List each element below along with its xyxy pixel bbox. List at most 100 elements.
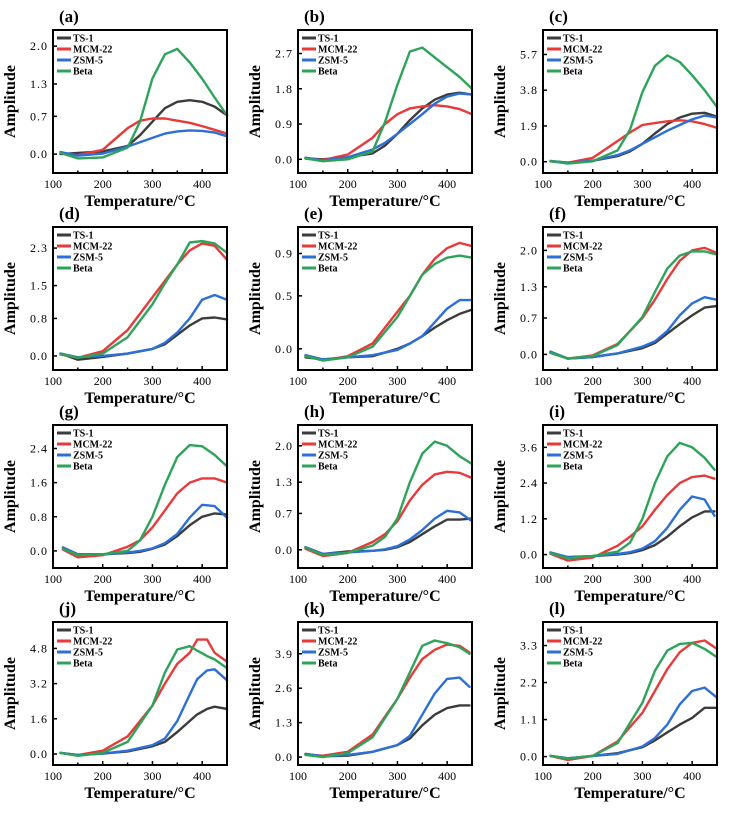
y-tick-label: 2.3 [30,241,48,255]
series-line-beta [61,443,229,557]
x-tick-label: 400 [438,177,456,191]
series-line-zsm-5 [304,676,471,758]
legend-label: MCM-22 [318,440,357,451]
chart-panel: (a) 100 200 300 400 0.0 0.7 1.3 2.0 Temperature/°… [2,7,229,210]
series-line-mcm-22 [59,117,229,157]
chart-panel: (i) 100 200 300 400 0.0 1.2 2.4 3.6 Temperature/°… [492,402,718,605]
x-tick-label: 200 [94,374,112,388]
x-tick-label: 300 [388,374,406,388]
x-tick-label: 400 [438,374,456,388]
series-line-beta [59,47,229,160]
panel-label: (k) [304,599,325,618]
x-tick-label: 300 [388,177,406,191]
y-tick-label: 0.0 [520,750,538,764]
plot-frame [297,226,473,371]
legend-label: Beta [318,462,337,473]
x-tick-label: 300 [143,769,161,783]
x-tick-label: 100 [44,177,62,191]
legend-label: TS-1 [73,626,94,637]
y-tick-label: 1.3 [275,716,293,730]
y-tick-label: 2.4 [520,476,538,490]
x-tick-label: 200 [94,572,112,586]
y-tick-label: 0.0 [30,349,48,363]
x-tick-label: 300 [143,374,161,388]
plot-frame [542,226,718,371]
x-tick-label: 200 [584,177,602,191]
chart-panel: (g) 100 200 300 400 0.0 0.8 1.6 2.4 Temperature/°… [2,402,229,605]
x-tick-label: 400 [193,177,211,191]
x-axis-title: Temperature/°C [574,390,685,407]
x-tick-label: 400 [193,572,211,586]
y-axis-title: Amplitude [247,65,264,138]
x-tick-label: 200 [339,374,357,388]
panel-label: (i) [549,402,565,421]
plot-frame [297,424,473,569]
x-axis-title: Temperature/°C [329,588,440,605]
legend-label: MCM-22 [563,242,602,253]
x-tick-label: 400 [683,769,701,783]
legend-label: Beta [318,264,337,275]
y-tick-label: 0.7 [275,506,293,520]
y-tick-label: 3.3 [520,639,538,653]
x-tick-label: 300 [633,572,651,586]
x-tick-label: 300 [143,572,161,586]
y-axis-title: Amplitude [2,657,19,730]
x-axis-title: Temperature/°C [329,193,440,210]
legend-label: MCM-22 [318,45,357,56]
y-tick-label: 0.8 [30,510,48,524]
legend-label: Beta [73,67,92,78]
legend-label: ZSM-5 [318,253,348,264]
panel-label: (c) [549,7,568,26]
y-axis-title: Amplitude [2,460,19,533]
y-tick-label: 1.2 [520,512,538,526]
panel-label: (f) [549,204,566,223]
series-line-beta [59,239,229,359]
series-line-ts-1 [549,304,719,360]
series-line-zsm-5 [549,495,716,559]
x-tick-label: 300 [388,572,406,586]
x-tick-label: 100 [534,177,552,191]
series-line-mcm-22 [304,470,474,558]
y-tick-label: 5.7 [520,47,538,61]
y-tick-label: 0.0 [520,347,538,361]
y-tick-label: 0.0 [30,147,48,161]
y-tick-label: 0.9 [275,246,293,260]
y-axis-title: Amplitude [492,262,509,335]
plot-frame [542,29,718,174]
series-line-beta [549,250,719,360]
x-tick-label: 200 [584,572,602,586]
y-axis-title: Amplitude [2,262,19,335]
series-line-zsm-5 [59,293,229,359]
x-axis-title: Temperature/°C [574,785,685,802]
x-tick-label: 100 [44,769,62,783]
y-tick-label: 1.8 [275,82,293,96]
panel-label: (h) [304,402,325,421]
y-tick-label: 0.0 [275,543,293,557]
legend-label: MCM-22 [73,440,112,451]
legend-label: Beta [73,659,92,670]
x-tick-label: 200 [94,769,112,783]
x-tick-label: 300 [633,374,651,388]
y-tick-label: 1.3 [30,77,48,91]
plot-frame [52,226,228,371]
y-tick-label: 0.5 [275,289,293,303]
series-line-beta [59,645,229,757]
x-tick-label: 300 [388,769,406,783]
series-line-zsm-5 [549,114,719,164]
legend-label: Beta [563,264,582,275]
legend-label: ZSM-5 [563,253,593,264]
y-tick-label: 0.8 [30,311,48,325]
legend-label: Beta [73,264,92,275]
legend-label: ZSM-5 [318,451,348,462]
chart-panel: (h) 100 200 300 400 0.0 0.7 1.3 2.0 Temperature/°… [247,402,474,605]
legend-label: MCM-22 [563,440,602,451]
legend-label: MCM-22 [73,242,112,253]
legend-label: TS-1 [318,231,339,242]
x-tick-label: 400 [683,374,701,388]
